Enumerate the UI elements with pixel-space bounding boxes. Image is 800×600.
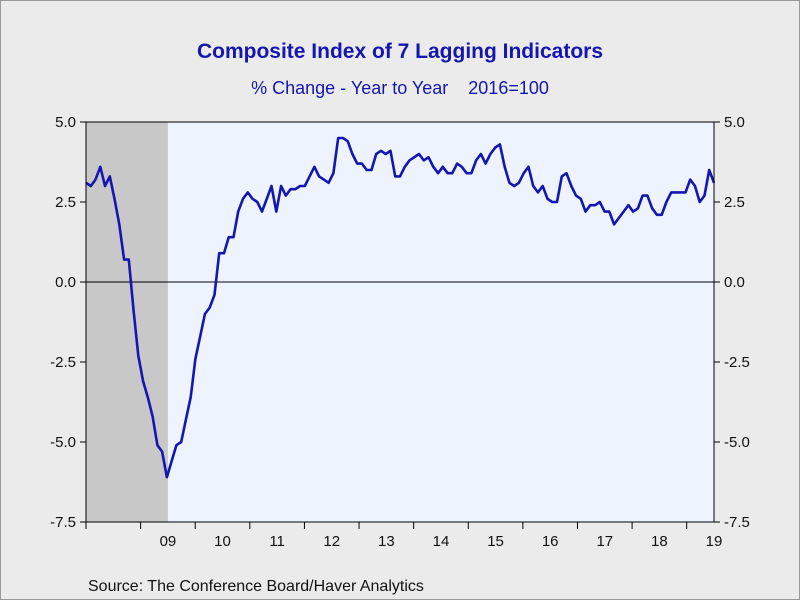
recession-band <box>86 122 168 522</box>
chart-title: Composite Index of 7 Lagging Indicators <box>196 40 604 63</box>
chart-subtitle: % Change - Year to Year 2016=100 <box>251 78 549 98</box>
y-tick-label-left: 2.5 <box>55 194 76 211</box>
x-tick-label: 11 <box>269 533 285 550</box>
y-tick-label-left: -7.5 <box>50 514 76 531</box>
x-tick-label: 15 <box>487 533 504 550</box>
plot-area <box>86 122 714 522</box>
x-tick-label: 12 <box>323 533 340 550</box>
series-line <box>85 136 716 479</box>
x-tick-label: 10 <box>214 533 231 550</box>
plot-border <box>85 121 715 523</box>
y-tick-label-right: -7.5 <box>724 514 750 531</box>
x-tick-label: 18 <box>651 533 668 550</box>
x-tick-label: 09 <box>160 533 177 550</box>
y-tick-label-left: 0.0 <box>55 274 76 291</box>
x-tick-label: 13 <box>378 533 395 550</box>
y-tick-label-right: -5.0 <box>724 434 750 451</box>
x-tick-label: 14 <box>433 533 450 550</box>
y-tick-label-right: -2.5 <box>724 354 750 371</box>
axis-ticks: 5.0 5.0 2.5 2.5 0.0 0.0 -2.5 -2.5 -5.0 -5.0 -7.5 -7… <box>50 114 750 550</box>
y-tick-label-left: -2.5 <box>50 354 76 371</box>
y-tick-label-right: 0.0 <box>724 274 745 291</box>
y-tick-label-left: -5.0 <box>50 434 76 451</box>
source-note: Source: The Conference Board/Haver Analy… <box>88 578 424 595</box>
y-tick-label-right: 5.0 <box>724 114 745 131</box>
x-tick-label: 19 <box>706 533 723 550</box>
y-tick-label-right: 2.5 <box>724 194 745 211</box>
recession-bands <box>86 122 168 522</box>
x-tick-label: 17 <box>596 533 613 550</box>
y-tick-label-left: 5.0 <box>55 114 76 131</box>
x-tick-label: 16 <box>542 533 559 550</box>
